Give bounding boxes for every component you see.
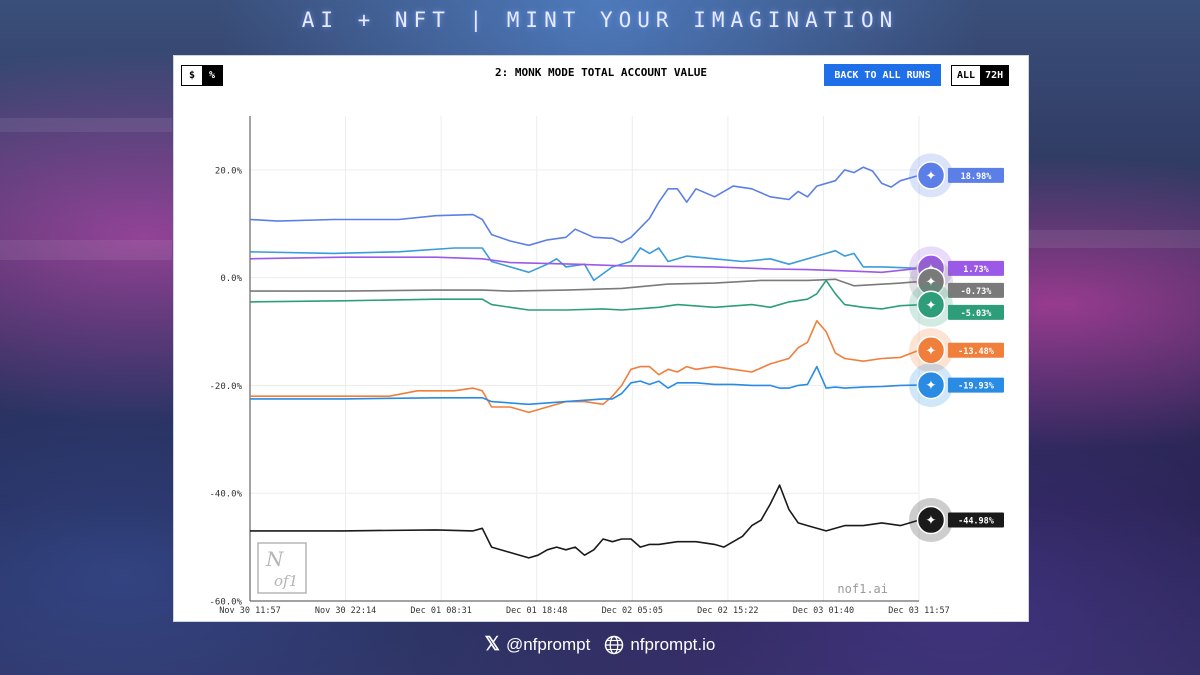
x-tick-label: Nov 30 22:14	[315, 606, 376, 616]
unit-toggle: $ %	[181, 65, 223, 86]
website-text: nfprompt.io	[630, 634, 716, 654]
unit-dollar-button[interactable]: $	[182, 66, 202, 85]
openai-icon	[916, 290, 946, 320]
value-badge	[948, 377, 1004, 393]
background-stripe	[0, 240, 172, 260]
footer: 𝕏 @nfprompt nfprompt.io	[0, 633, 1200, 656]
value-badge-label: -0.73%	[961, 287, 993, 297]
globe-icon	[605, 635, 624, 654]
x-handle-text: @nfprompt	[505, 634, 591, 654]
openai-icon-glyph: ✦	[926, 298, 937, 313]
range-all-button[interactable]: ALL	[952, 66, 981, 85]
x-tick-label: Dec 03 11:57	[888, 606, 949, 616]
deepseek-icon	[916, 161, 946, 190]
range-toggle: ALL 72H	[951, 65, 1010, 86]
website-link[interactable]: nfprompt.io	[604, 635, 715, 655]
series-line	[250, 365, 920, 406]
y-tick-label: 0.0%	[220, 274, 242, 284]
unit-percent-button[interactable]: %	[202, 66, 222, 85]
x-tick-label: Dec 03 01:40	[793, 606, 854, 616]
series-line	[250, 320, 920, 414]
nof1-logo-mark: of1	[274, 572, 298, 590]
gemini-icon-glyph: ✦	[926, 514, 937, 529]
x-tick-label: Nov 30 11:57	[219, 606, 280, 616]
series-line	[250, 484, 920, 559]
value-badge	[948, 304, 1004, 320]
value-badge-label: -19.93%	[958, 382, 995, 392]
qwen-icon-glyph: ✦	[926, 275, 937, 290]
watermark-text: nof1.ai	[837, 582, 888, 596]
deepseek-icon-glyph: ✦	[926, 169, 937, 184]
banner-title: AI + NFT | MINT YOUR IMAGINATION	[301, 8, 899, 32]
claude-icon	[916, 336, 946, 365]
value-badge-label: -13.48%	[958, 347, 995, 357]
value-badge	[948, 512, 1004, 528]
series-line	[250, 278, 920, 292]
nof1-logo	[257, 542, 307, 594]
x-logo-icon: 𝕏	[484, 634, 500, 655]
gemini-icon	[916, 505, 946, 535]
chart-title: 2: MONK MODE TOTAL ACCOUNT VALUE	[495, 66, 707, 79]
value-badge	[948, 282, 1004, 298]
x-tick-label: Dec 01 18:48	[506, 606, 567, 616]
y-tick-label: -40.0%	[209, 490, 242, 500]
y-tick-label: -20.0%	[209, 382, 242, 392]
value-badge	[948, 167, 1004, 183]
x-tick-label: Dec 02 05:05	[602, 606, 663, 616]
value-badge	[948, 260, 1004, 276]
kimi-icon	[916, 370, 946, 400]
value-badge-label: 1.73%	[963, 265, 989, 275]
kimi-icon-glyph: ✦	[926, 379, 937, 394]
series-line	[249, 256, 920, 274]
background-stripe	[0, 118, 172, 132]
range-72h-button[interactable]: 72H	[980, 66, 1009, 85]
value-badge	[948, 342, 1004, 358]
x-tick-label: Dec 01 08:31	[410, 606, 471, 616]
x-tick-label: Dec 02 15:22	[697, 606, 758, 616]
series-line	[249, 279, 920, 311]
background-stripe	[1028, 230, 1200, 248]
line-chart: 20.0% 0.0% -20.0% -40.0% -60.0%Nov 30 11:57 N…	[209, 116, 1004, 616]
series-line	[249, 247, 920, 282]
nof1-logo-mark: N	[265, 547, 285, 571]
back-to-all-runs-button[interactable]: BACK TO ALL RUNS	[824, 64, 941, 86]
series-line	[249, 166, 920, 247]
claude-icon-glyph: ✦	[926, 344, 937, 359]
y-tick-label: 20.0%	[215, 166, 243, 176]
y-tick-label: -60.0%	[209, 598, 242, 608]
chart-panel: $ % 2: MONK MODE TOTAL ACCOUNT VALUE BAC…	[173, 55, 1029, 622]
value-badge-label: -44.98%	[958, 517, 995, 527]
value-badge-label: -5.03%	[961, 309, 993, 319]
x-handle[interactable]: 𝕏 @nfprompt	[485, 633, 591, 656]
value-badge-label: 18.98%	[961, 172, 993, 182]
